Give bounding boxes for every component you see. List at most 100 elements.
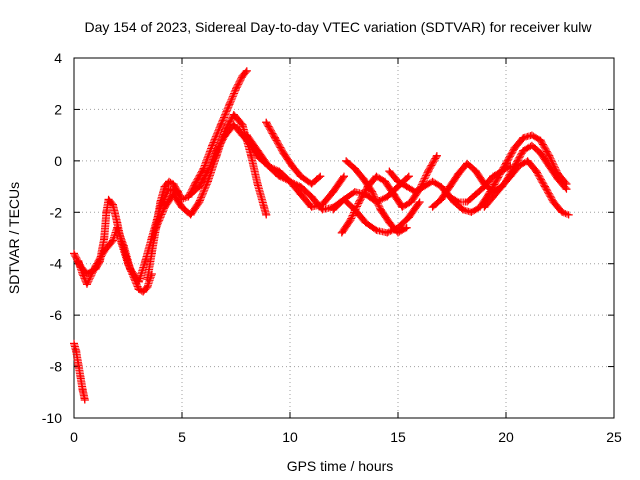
data-point: [286, 177, 294, 185]
data-point: [70, 249, 78, 257]
data-point: [74, 360, 83, 368]
data-point: [156, 198, 165, 206]
data-point: [389, 190, 398, 198]
data-point: [545, 152, 554, 160]
data-point: [288, 162, 297, 170]
series-sat-trace-h: [262, 118, 325, 188]
data-point: [471, 167, 480, 175]
data-point: [480, 180, 489, 188]
data-point: [502, 177, 510, 185]
y-axis-label: SDTVAR / TECUs: [6, 182, 22, 294]
data-point: [229, 121, 238, 129]
data-point: [152, 224, 161, 232]
data-point: [113, 224, 122, 232]
data-point: [74, 257, 83, 265]
data-point: [279, 149, 288, 157]
data-point: [275, 172, 284, 180]
data-point: [458, 206, 467, 214]
data-point: [221, 131, 230, 139]
data-point: [489, 193, 498, 201]
data-point: [350, 188, 359, 196]
data-point: [519, 134, 528, 142]
data-point: [564, 211, 573, 219]
data-point: [450, 198, 459, 206]
series-sat-trace-a: [70, 339, 89, 404]
data-point: [242, 131, 251, 139]
data-point: [100, 247, 109, 255]
data-point: [318, 206, 327, 214]
data-point: [545, 162, 554, 170]
data-point: [78, 270, 87, 278]
data-point: [160, 183, 169, 191]
data-point: [355, 198, 364, 206]
data-point: [165, 177, 174, 185]
data-point: [126, 265, 135, 273]
data-point: [242, 67, 251, 75]
data-point: [195, 198, 204, 206]
series-sat-trace-l: [385, 162, 515, 206]
data-point: [143, 275, 152, 283]
data-point: [173, 188, 182, 196]
data-point: [160, 203, 169, 211]
data-point: [553, 175, 562, 183]
data-point: [437, 195, 446, 203]
data-point: [497, 183, 506, 191]
y-tick-label: -6: [50, 307, 63, 323]
data-point: [562, 185, 571, 193]
data-layer: [70, 67, 573, 404]
data-point: [558, 208, 567, 216]
x-axis-label: GPS time / hours: [287, 458, 394, 474]
data-point: [100, 234, 109, 242]
series-markers: [70, 339, 89, 404]
data-point: [307, 193, 316, 201]
data-point: [519, 147, 528, 155]
data-point: [229, 111, 238, 119]
x-tick-label: 15: [390, 429, 406, 445]
data-point: [383, 193, 392, 201]
data-point: [91, 262, 100, 270]
data-point: [108, 201, 117, 209]
data-point: [445, 183, 454, 191]
data-point: [238, 121, 247, 129]
data-point: [270, 134, 279, 142]
data-point: [165, 185, 174, 193]
data-point: [415, 198, 424, 206]
data-point: [186, 211, 195, 219]
data-point: [372, 226, 381, 234]
data-point: [385, 219, 394, 227]
data-point: [536, 149, 545, 157]
data-point: [402, 224, 411, 232]
data-point: [432, 152, 441, 160]
data-point: [143, 283, 152, 291]
data-point: [232, 85, 240, 93]
data-point: [536, 136, 545, 144]
data-point: [139, 288, 148, 296]
data-point: [376, 206, 385, 214]
data-point: [169, 180, 178, 188]
data-point: [253, 147, 262, 155]
y-tick-label: -10: [42, 410, 62, 426]
data-point: [342, 157, 351, 165]
data-point: [502, 159, 510, 167]
y-tick-label: 2: [54, 101, 62, 117]
data-point: [411, 188, 420, 196]
data-point: [463, 198, 472, 206]
data-point: [437, 183, 446, 191]
data-point: [480, 203, 489, 211]
data-point: [195, 183, 204, 191]
x-tick-label: 20: [498, 429, 514, 445]
data-point: [108, 237, 117, 245]
data-point: [216, 121, 225, 129]
data-point: [186, 190, 195, 198]
data-point: [510, 144, 519, 152]
data-point: [208, 141, 217, 149]
data-point: [394, 177, 402, 185]
data-point: [78, 386, 87, 394]
y-tick-label: 0: [54, 153, 62, 169]
x-tick-label: 0: [70, 429, 78, 445]
series-markers: [143, 67, 251, 283]
data-point: [381, 177, 390, 185]
series-markers: [262, 118, 325, 188]
data-point: [368, 188, 377, 196]
chart-title: Day 154 of 2023, Sidereal Day-to-day VTE…: [84, 19, 592, 35]
